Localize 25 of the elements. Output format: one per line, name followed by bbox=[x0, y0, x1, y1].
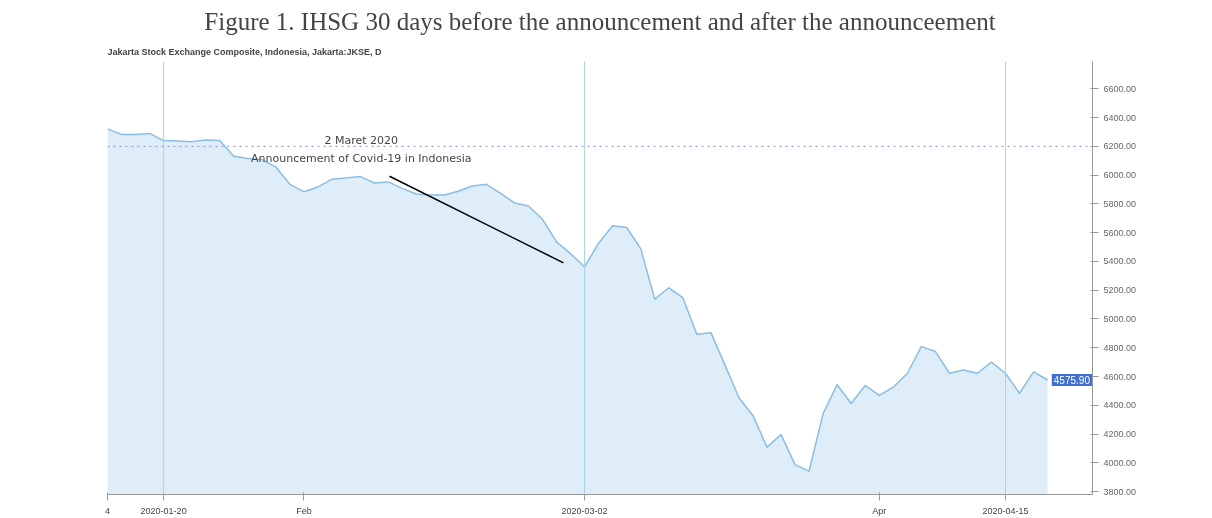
annotation: 2 Maret 2020 Announcement of Covid-19 in Indonesia bbox=[251, 134, 472, 166]
y-tick-label: 5600.00 bbox=[1103, 227, 1137, 238]
y-tick-label: 3800.00 bbox=[1103, 486, 1137, 497]
chart-subtitle: Jakarta Stock Exchange Composite, Indonesia, Jakarta:JKSE, D bbox=[107, 46, 383, 57]
y-tick-label: 4800.00 bbox=[1103, 342, 1137, 353]
data-label: 4575.90 bbox=[1053, 375, 1091, 387]
y-tick-label: 4200.00 bbox=[1103, 429, 1137, 440]
y-tick-label: 5000.00 bbox=[1103, 314, 1137, 324]
y-tick-label: 5800.00 bbox=[1103, 198, 1137, 209]
x-tick-label: Apr bbox=[872, 505, 887, 516]
y-tick-label: 6600.00 bbox=[1103, 83, 1137, 94]
y-tick-label: 4000.00 bbox=[1103, 457, 1137, 468]
y-tick-label: 4600.00 bbox=[1103, 371, 1137, 382]
y-tick-label: 6000.00 bbox=[1103, 170, 1137, 181]
x-tick-label: 4 bbox=[105, 505, 111, 516]
x-tick-label: 2020-01-20 bbox=[140, 505, 187, 516]
y-tick-label: 5200.00 bbox=[1103, 285, 1137, 296]
x-tick-label: Feb bbox=[296, 505, 312, 516]
y-tick-label: 6200.00 bbox=[1103, 141, 1137, 152]
y-tick-label: 6400.00 bbox=[1103, 112, 1137, 123]
y-tick-label: 4400.00 bbox=[1103, 400, 1137, 411]
x-tick-label: 2020-03-02 bbox=[561, 505, 608, 516]
y-tick-label: 5400.00 bbox=[1103, 256, 1137, 267]
x-tick-label: 2020-04-15 bbox=[982, 505, 1029, 516]
chart-title: Figure 1. IHSG 30 days before the announcement and after the announceement bbox=[204, 7, 996, 35]
